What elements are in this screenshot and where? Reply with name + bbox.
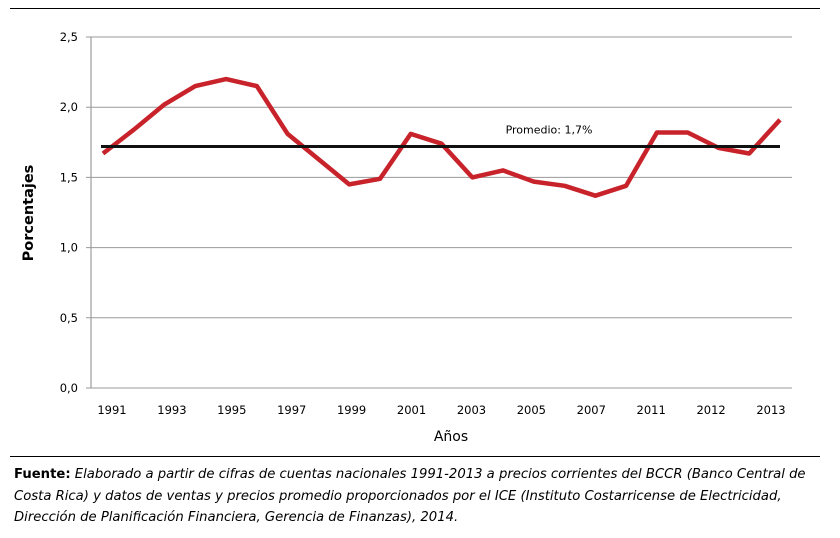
y-axis-ticks: 0,0 0,5 1,0 1,5 2,0 2,5 — [60, 30, 78, 395]
x-tick-label: 1993 — [157, 403, 186, 417]
x-axis-title: Años — [434, 429, 468, 445]
x-tick-label: 1995 — [217, 403, 246, 417]
source-text: Elaborado a partir de cifras de cuentas … — [14, 467, 806, 525]
grid-lines — [86, 36, 792, 389]
average-label: Promedio: 1,7% — [506, 124, 593, 137]
x-tick-label: 1997 — [277, 403, 306, 417]
y-tick-label: 2,5 — [60, 30, 78, 44]
x-tick-label: 1999 — [337, 403, 366, 417]
y-tick-label: 1,5 — [60, 170, 78, 184]
x-tick-label: 2012 — [696, 403, 725, 417]
bottom-rule — [10, 456, 820, 457]
x-tick-label: 2001 — [397, 403, 426, 417]
x-tick-label: 2005 — [517, 403, 546, 417]
series-line — [101, 76, 782, 198]
line-chart: 0,0 0,5 1,0 1,5 2,0 2,5 1991 1993 1995 1997 1999 2… — [21, 30, 792, 445]
y-tick-label: 0,5 — [60, 311, 78, 325]
source-label: Fuente: — [14, 467, 71, 482]
x-tick-label: 1991 — [97, 403, 126, 417]
y-tick-label: 1,0 — [60, 241, 78, 255]
y-axis-title: Porcentajes — [21, 165, 37, 262]
x-tick-label: 2013 — [756, 403, 785, 417]
top-rule — [10, 8, 820, 9]
y-tick-label: 2,0 — [60, 100, 78, 114]
x-tick-label: 2007 — [577, 403, 606, 417]
x-tick-label: 2003 — [457, 403, 486, 417]
x-tick-label: 2011 — [637, 403, 666, 417]
y-tick-label: 0,0 — [60, 381, 78, 395]
x-axis-ticks: 1991 1993 1995 1997 1999 2001 2003 2005 2007 2011… — [97, 403, 785, 417]
series-layer — [101, 76, 782, 198]
source-note: Fuente: Elaborado a partir de cifras de … — [14, 464, 814, 529]
average-layer: Promedio: 1,7% — [101, 124, 780, 149]
